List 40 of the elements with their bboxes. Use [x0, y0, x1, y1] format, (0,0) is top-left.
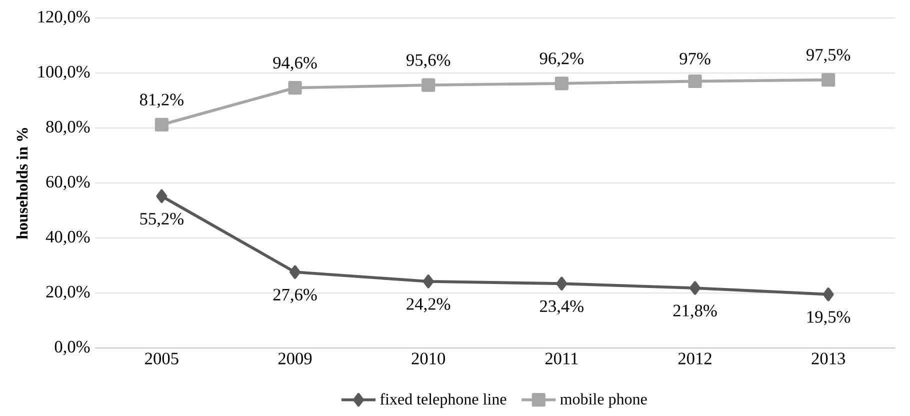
point	[822, 288, 834, 302]
point	[554, 76, 568, 90]
data-label: 96,2%	[540, 52, 584, 67]
x-tick-label: 2011	[545, 352, 578, 364]
data-label: 55,2%	[140, 212, 184, 228]
legend-label: mobile phone	[560, 393, 647, 408]
x-tick-label: 2009	[278, 352, 312, 364]
data-label: 23,4%	[540, 300, 584, 315]
y-tick-label: 120,0%	[38, 10, 90, 26]
data-label: 97,5%	[806, 48, 850, 64]
point	[556, 276, 568, 290]
data-label: 21,8%	[673, 304, 717, 319]
data-label: 95,6%	[406, 54, 450, 68]
point	[690, 281, 700, 295]
point	[288, 81, 302, 95]
data-label: 27,6%	[273, 288, 317, 303]
point	[156, 189, 168, 203]
data-label: 81,2%	[140, 94, 184, 108]
y-tick-label: 40,0%	[46, 230, 90, 246]
data-label: 19,5%	[807, 311, 850, 326]
y-tick-label: 0,0%	[54, 340, 90, 356]
x-tick-label: 2012	[678, 352, 712, 364]
point	[154, 118, 168, 132]
point	[822, 73, 836, 87]
y-tick-label: 80,0%	[46, 120, 90, 136]
y-axis-title: households in %	[16, 128, 28, 240]
y-tick-label: 20,0%	[46, 286, 90, 300]
y-tick-label: 60,0%	[46, 176, 90, 190]
point	[422, 274, 434, 288]
y-tick-label: 100,0%	[38, 66, 90, 80]
data-label: 24,2%	[406, 298, 450, 312]
data-label: 97%	[680, 52, 710, 65]
legend-label: fixed telephone line	[380, 393, 506, 408]
x-tick-label: 2005	[145, 352, 178, 364]
point	[422, 78, 436, 92]
x-tick-label: 2010	[412, 352, 446, 364]
point	[688, 74, 702, 88]
point	[290, 265, 300, 279]
data-label: 94,6%	[273, 56, 317, 72]
x-tick-label: 2013	[812, 352, 845, 364]
